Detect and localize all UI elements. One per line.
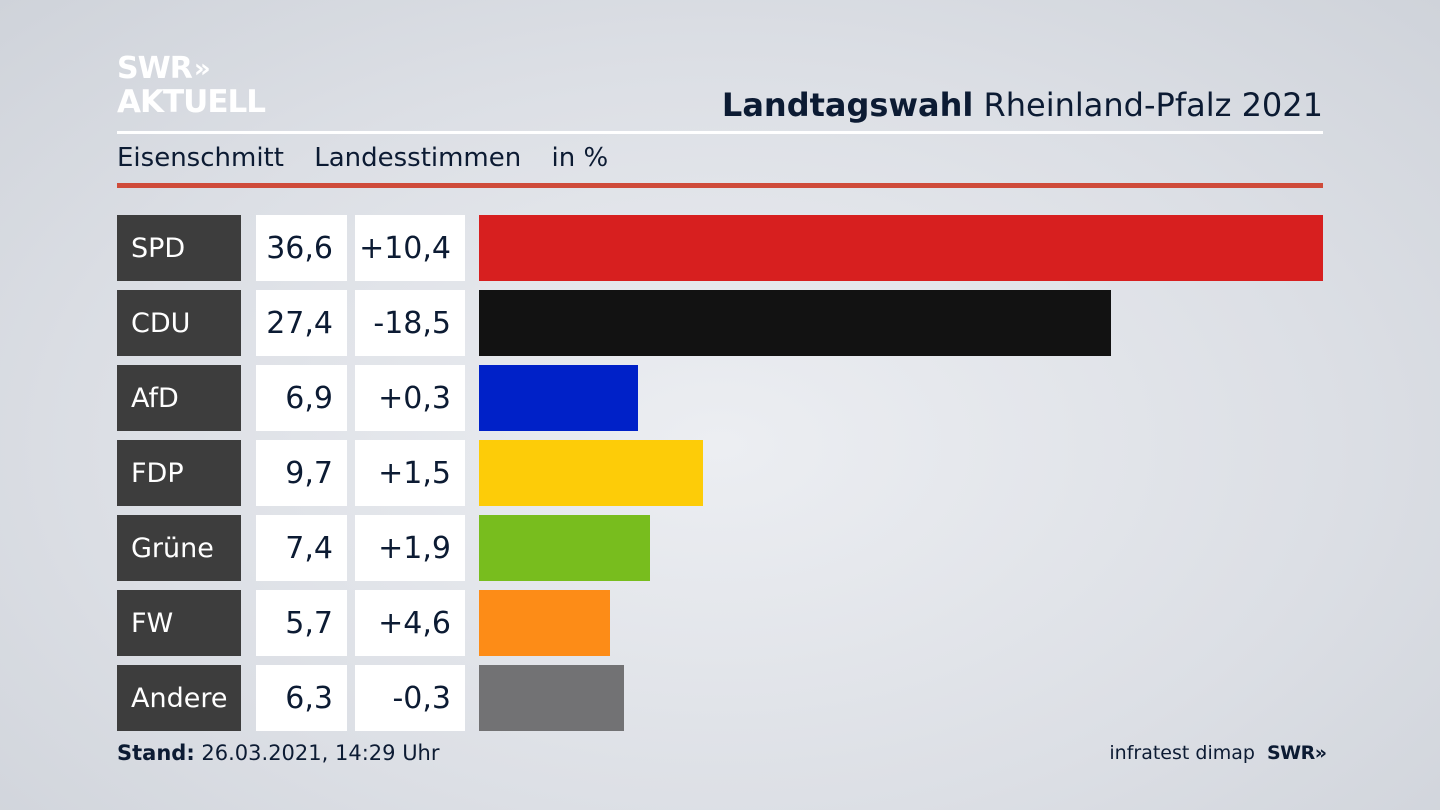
title-bold: Landtagswahl [721,86,974,124]
title-rest: Rheinland-Pfalz 2021 [983,86,1323,124]
subtitle-place: Eisenschmitt [117,143,284,173]
party-label: Grüne [117,515,241,581]
change-label: -0,3 [355,665,465,731]
chevron-icon: » [1314,742,1327,764]
timestamp: Stand: 26.03.2021, 14:29 Uhr [117,741,440,765]
chart-subtitle: Eisenschmitt Landesstimmen in % [117,143,630,173]
stand-value: 26.03.2021, 14:29 Uhr [201,741,440,765]
vote-share-label: 6,3 [256,665,347,731]
header-divider [117,131,1323,134]
change-label: +1,9 [355,515,465,581]
swr-aktuell-logo: SWR» AKTUELL [117,51,266,120]
vote-share-label: 5,7 [256,590,347,656]
vote-share-label: 27,4 [256,290,347,356]
vote-share-label: 36,6 [256,215,347,281]
stand-label: Stand: [117,741,195,765]
change-label: +1,5 [355,440,465,506]
change-label: +4,6 [355,590,465,656]
result-bar [479,665,624,731]
change-label: +10,4 [355,215,465,281]
vote-share-label: 9,7 [256,440,347,506]
party-label: AfD [117,365,241,431]
source-credit: infratest dimap SWR» [1109,742,1327,764]
swr-footer-logo: SWR» [1266,742,1327,764]
logo-aktuell-text: AKTUELL [117,84,266,120]
source-text: infratest dimap [1109,742,1255,764]
logo-swr-text: SWR [117,51,193,86]
result-bar [479,290,1111,356]
result-bar [479,590,610,656]
result-bar [479,515,650,581]
party-label: SPD [117,215,241,281]
party-label: Andere [117,665,241,731]
result-bar [479,365,638,431]
swr-footer-text: SWR [1266,742,1315,764]
vote-share-label: 6,9 [256,365,347,431]
party-label: CDU [117,290,241,356]
party-label: FW [117,590,241,656]
result-bar [479,440,703,506]
chart-title: Landtagswahl Rheinland-Pfalz 2021 [722,86,1323,124]
change-label: +0,3 [355,365,465,431]
subtitle-unit: in % [551,143,609,173]
result-bar [479,215,1323,281]
change-label: -18,5 [355,290,465,356]
subtitle-metric: Landesstimmen [314,143,522,173]
accent-divider [117,183,1323,188]
party-label: FDP [117,440,241,506]
vote-share-label: 7,4 [256,515,347,581]
